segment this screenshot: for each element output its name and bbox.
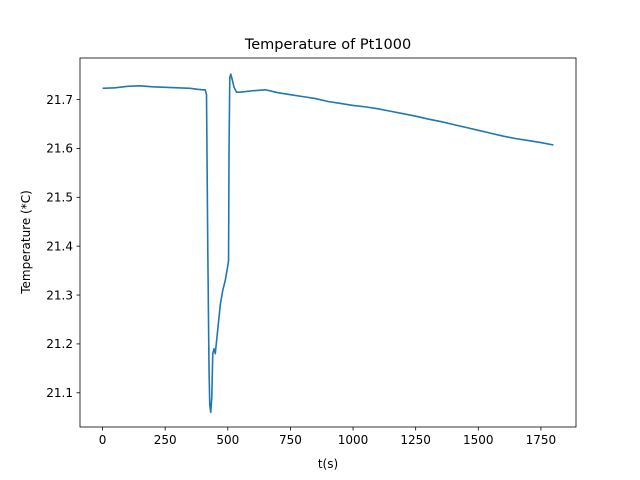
x-tick-label: 250 <box>154 433 177 447</box>
x-tick-label: 0 <box>99 433 107 447</box>
y-tick-label: 21.6 <box>46 142 73 156</box>
y-tick-label: 21.7 <box>46 93 73 107</box>
x-tick-label: 500 <box>216 433 239 447</box>
x-axis-ticks: 0 250 500 750 1000 1250 1500 1750 <box>99 427 556 447</box>
y-axis-ticks: 21.1 21.2 21.3 21.4 21.5 21.6 21.7 <box>46 93 80 400</box>
x-tick-label: 750 <box>279 433 302 447</box>
x-tick-label: 1750 <box>526 433 557 447</box>
y-tick-label: 21.5 <box>46 191 73 205</box>
x-axis-label: t(s) <box>318 457 338 471</box>
y-axis-label: Temperature (*C) <box>19 190 33 295</box>
plot-area <box>102 73 554 414</box>
y-tick-label: 21.4 <box>46 239 73 253</box>
y-tick-label: 21.3 <box>46 288 73 302</box>
x-tick-label: 1250 <box>400 433 431 447</box>
x-tick-label: 1500 <box>463 433 494 447</box>
chart-title: Temperature of Pt1000 <box>244 37 411 53</box>
x-tick-label: 1000 <box>338 433 369 447</box>
y-tick-label: 21.2 <box>46 337 73 351</box>
y-tick-label: 21.1 <box>46 386 73 400</box>
series-line-0 <box>102 73 554 414</box>
axes-frame <box>79 57 577 428</box>
